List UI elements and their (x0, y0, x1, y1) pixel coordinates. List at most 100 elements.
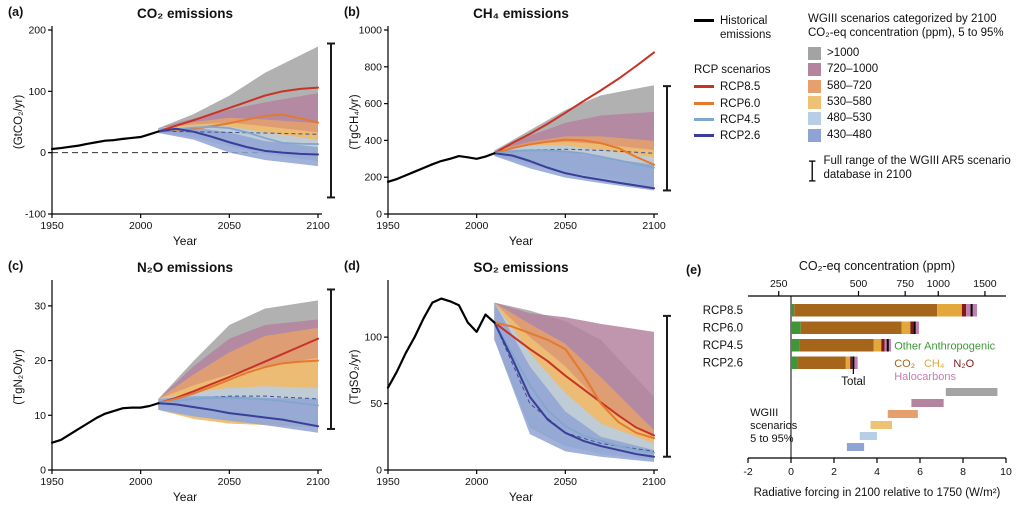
top-tick-label: 1500 (973, 278, 997, 290)
panel-d-so2-emissions: (d) SO₂ emissions 0 50 100 1950 2000 2050 2100 (T… (342, 256, 674, 504)
historical-line-swatch (694, 19, 714, 22)
panel-letter-e: (e) (686, 263, 701, 277)
legend-item-band_580_720: 580–720 (808, 79, 1020, 93)
bar-segment-bar_co2 (794, 304, 938, 317)
legend-historical: Historical emissions (694, 14, 796, 43)
line-rcp60 (157, 359, 319, 405)
legend-item-label: RCP2.6 (720, 130, 761, 143)
bar-segment-bar_green (791, 356, 798, 369)
bottom-tick-label: 4 (874, 466, 880, 478)
bar-row-rcp60 (791, 321, 919, 334)
y-tick-label: 200 (28, 25, 46, 37)
legend-item-label: 580–720 (827, 79, 872, 92)
bar-segment-bar_co2 (800, 321, 902, 334)
bar-row-label: RCP4.5 (703, 340, 743, 352)
legend-item-label: 480–530 (827, 112, 872, 125)
legend-item-rcp60: RCP6.0 (694, 97, 796, 111)
bottom-tick-label: 2 (831, 466, 837, 478)
bands-group (494, 85, 654, 191)
x-axis-label: Year (173, 490, 197, 504)
band_530_580-swatch (808, 95, 821, 109)
x-tick-label: 2050 (554, 476, 578, 488)
wgiii-box-band_gt1000 (945, 388, 998, 396)
band_720_1000-swatch (808, 63, 821, 77)
y-tick-label: 0 (40, 465, 46, 477)
legend-item-band_480_530: 480–530 (808, 111, 1020, 126)
bar-row-label: RCP2.6 (703, 358, 743, 370)
band_430_480-swatch (808, 128, 821, 142)
line-rcp26 (157, 402, 319, 428)
top-axis-title: CO₂-eq concentration (ppm) (799, 259, 955, 273)
x-tick-label: 2000 (465, 476, 489, 488)
full-range-legend: Full range of the WGIII AR5 scenario dat… (808, 154, 1020, 188)
wgiii-scenarios-label: 5 to 95% (750, 433, 794, 445)
chart-title-a: CO₂ emissions (137, 6, 233, 21)
component-label: CO₂ CH₄ N₂O (894, 358, 974, 370)
bar-segment-bar_green (791, 339, 800, 352)
y-tick-label: 0 (376, 465, 382, 477)
wgiii-legend-items: >1000 720–1000 580–720 530–580 480–530 430–48… (808, 46, 1020, 142)
rcp26-line-swatch (694, 134, 714, 138)
legend-item-band_430_480: 430–480 (808, 128, 1020, 142)
bar-segment-bar_co2 (799, 339, 874, 352)
y-axis-label: (GtCO₂/yr) (13, 95, 25, 149)
y-axis-label: (TgCH₄/yr) (349, 94, 361, 149)
bottom-axis (747, 457, 1007, 463)
bar-segment-bar_ch4 (901, 321, 911, 334)
bar-segment-bar_green (791, 304, 795, 317)
bar-segment-bar_ch4 (873, 339, 882, 352)
legend-item-label: RCP4.5 (720, 113, 761, 126)
legend-item-band_720_1000: 720–1000 (808, 62, 1020, 77)
wgiii-scenarios-label: scenarios (750, 420, 798, 432)
bands-group (158, 300, 318, 433)
bar-segment-bar_ch4 (845, 356, 851, 369)
legend-item-label: 530–580 (827, 95, 872, 108)
y-tick-label: 20 (34, 355, 46, 367)
y-tick-label: 200 (364, 172, 382, 184)
historical-label: Historical emissions (720, 15, 772, 42)
legend: Historical emissions RCP scenarios RCP8.… (694, 12, 1020, 188)
bar-segment-bar_n2o (910, 321, 914, 334)
y-tick-label: 100 (364, 332, 382, 344)
chart-e: (e) CO₂-eq concentration (ppm) 250 500 750 10… (686, 259, 1012, 499)
panel-letter-a: (a) (8, 5, 23, 19)
wgiii-scenarios-label: WGIII (750, 407, 778, 419)
line-rcp26 (493, 152, 655, 190)
line-rcp45 (157, 126, 319, 145)
legend-item-label: 720–1000 (827, 63, 879, 76)
bar-segment-bar_n2o (881, 339, 885, 352)
error-bar-icon (809, 160, 816, 182)
top-tick-label: 250 (770, 278, 788, 290)
total-label: Total (841, 376, 865, 388)
x-tick-label: 1950 (376, 476, 400, 488)
panel-b-ch4-emissions: (b) CH₄ emissions 0 200 400 600 800 1000 1950 200… (342, 2, 674, 248)
y-tick-label: 400 (364, 135, 382, 147)
bar-segment-bar_green (791, 321, 801, 334)
panel-a-co2-emissions: (a) CO₂ emissions -100 0 100 200 1950 2000 2050 2… (6, 2, 338, 248)
full-range-bracket (663, 85, 671, 192)
bottom-tick-label: 10 (1000, 466, 1012, 478)
rcp85-line-swatch (694, 85, 714, 89)
component-label: Halocarbons (894, 371, 956, 383)
legend-item-rcp45: RCP4.5 (694, 113, 796, 127)
line-historical (50, 402, 160, 444)
bar-segment-bar_halo (913, 321, 919, 334)
line-rcp85 (493, 321, 655, 437)
legend-item-label: RCP6.0 (720, 97, 761, 110)
y-tick-label: 100 (28, 86, 46, 98)
line-historical (386, 297, 496, 389)
median-dashed-line (158, 130, 319, 135)
axes (384, 26, 658, 218)
panel-letter-c: (c) (8, 259, 23, 273)
panel-letter-b: (b) (344, 5, 360, 19)
full-range-bracket (327, 42, 335, 199)
chart-d: (d) SO₂ emissions 0 50 100 1950 2000 2050 2100 (T… (344, 259, 671, 504)
y-tick-label: 0 (376, 209, 382, 221)
line-rcp45 (157, 396, 319, 407)
top-tick-label: 750 (896, 278, 914, 290)
y-axis-label: (TgSO₂/yr) (349, 349, 361, 404)
panel-c-n2o-emissions: (c) N₂O emissions 0 10 20 30 1950 2000 2050 2100 (… (6, 256, 338, 504)
legend-item-band_gt1000: >1000 (808, 46, 1020, 60)
x-tick-label: 1950 (376, 220, 400, 232)
bottom-tick-label: -2 (743, 466, 752, 478)
